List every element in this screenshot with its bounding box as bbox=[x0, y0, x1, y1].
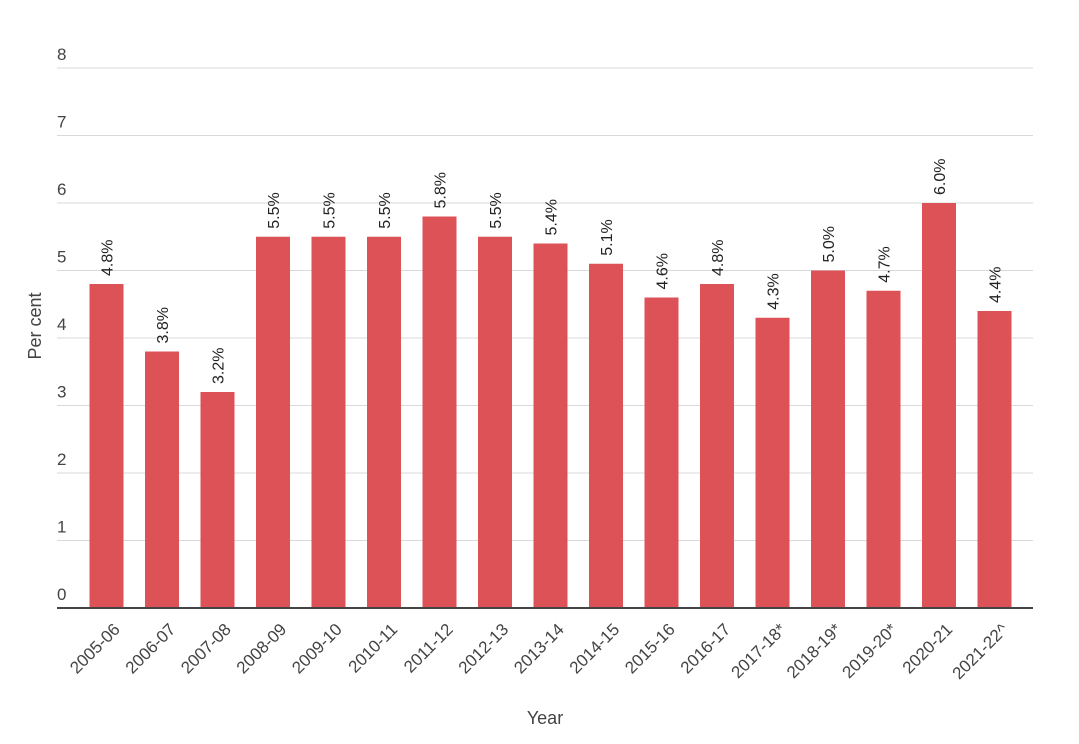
data-label: 4.7% bbox=[877, 246, 894, 282]
bar bbox=[922, 203, 956, 608]
data-label: 3.2% bbox=[211, 348, 228, 384]
data-label: 5.0% bbox=[821, 226, 838, 262]
y-tick-label: 7 bbox=[57, 113, 66, 132]
bars bbox=[89, 203, 1012, 608]
bar bbox=[89, 284, 124, 608]
bar bbox=[811, 270, 845, 608]
y-tick-labels: 0 1 2 3 4 5 6 7 8 bbox=[57, 45, 66, 604]
bar bbox=[533, 243, 568, 608]
data-label: 4.8% bbox=[710, 240, 727, 276]
x-tick-label: 2016-17 bbox=[677, 620, 735, 678]
x-tick-label: 2014-15 bbox=[566, 620, 624, 678]
bar bbox=[589, 263, 623, 608]
x-tick-label: 2011-12 bbox=[400, 620, 457, 677]
y-tick-label: 6 bbox=[57, 180, 66, 199]
data-label: 4.4% bbox=[988, 267, 1005, 303]
bar bbox=[145, 351, 179, 608]
bar bbox=[866, 290, 901, 608]
x-tick-label: 2012-13 bbox=[455, 620, 513, 678]
data-label: 5.5% bbox=[322, 192, 339, 228]
x-tick-label: 2021-22^ bbox=[949, 620, 1012, 683]
bar bbox=[367, 236, 401, 608]
x-tick-label: 2008-09 bbox=[233, 620, 291, 678]
y-tick-label: 5 bbox=[57, 248, 66, 267]
data-label: 5.4% bbox=[544, 199, 561, 235]
bar bbox=[644, 297, 679, 608]
x-tick-label: 2018-19* bbox=[783, 620, 846, 683]
x-tick-label: 2009-10 bbox=[288, 620, 346, 678]
x-tick-label: 2007-08 bbox=[177, 620, 235, 678]
y-tick-label: 0 bbox=[57, 585, 66, 604]
x-tick-label: 2010-11 bbox=[345, 620, 402, 677]
y-tick-label: 3 bbox=[57, 383, 66, 402]
x-tick-labels: 2005-062006-072007-082008-092009-102010-… bbox=[66, 620, 1012, 683]
x-axis-title: Year bbox=[527, 708, 563, 728]
data-label: 4.6% bbox=[655, 253, 672, 289]
x-tick-label: 2015-16 bbox=[621, 620, 679, 678]
data-label: 5.5% bbox=[377, 192, 394, 228]
bar bbox=[478, 236, 512, 608]
x-tick-label: 2020-21 bbox=[899, 620, 957, 678]
bar bbox=[311, 236, 346, 608]
data-label: 6.0% bbox=[932, 159, 949, 195]
bar bbox=[977, 311, 1012, 608]
data-label: 5.5% bbox=[488, 192, 505, 228]
data-label: 4.3% bbox=[766, 273, 783, 309]
y-tick-label: 8 bbox=[57, 45, 66, 64]
data-labels: 4.8% 3.8% 3.2% 5.5% 5.5% 5.5% 5.8% 5.5% 5.4% 5.1%… bbox=[100, 159, 1005, 384]
data-label: 3.8% bbox=[155, 307, 172, 343]
data-label: 5.5% bbox=[266, 192, 283, 228]
bar bbox=[700, 284, 734, 608]
y-tick-label: 4 bbox=[57, 315, 66, 334]
y-axis-title: Per cent bbox=[25, 292, 45, 359]
bar bbox=[422, 216, 457, 608]
x-tick-label: 2017-18* bbox=[728, 620, 791, 683]
y-tick-label: 1 bbox=[57, 518, 66, 537]
x-tick-label: 2013-14 bbox=[510, 620, 568, 678]
bar bbox=[256, 236, 290, 608]
bar bbox=[755, 317, 790, 608]
x-tick-label: 2019-20* bbox=[839, 620, 902, 683]
y-tick-label: 2 bbox=[57, 450, 66, 469]
x-tick-label: 2006-07 bbox=[122, 620, 180, 678]
bar bbox=[200, 392, 235, 608]
data-label: 5.1% bbox=[599, 219, 616, 255]
x-tick-label: 2005-06 bbox=[66, 620, 124, 678]
data-label: 4.8% bbox=[100, 240, 117, 276]
data-label: 5.8% bbox=[433, 172, 450, 208]
